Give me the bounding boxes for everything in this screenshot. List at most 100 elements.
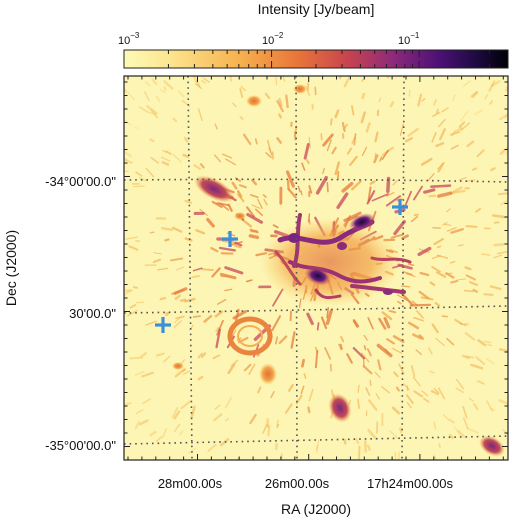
emission-streak	[361, 92, 366, 100]
emission-streak	[464, 266, 472, 271]
emission-streak	[447, 418, 455, 424]
emission-streak	[145, 320, 157, 326]
emission-streak	[347, 147, 353, 155]
emission-streak-core	[352, 347, 366, 360]
emission-streak	[127, 92, 135, 101]
emission-streak	[431, 132, 437, 143]
source-top-mid	[293, 84, 307, 94]
emission-streak	[423, 397, 430, 403]
emission-streak	[180, 400, 192, 410]
emission-streak	[173, 320, 182, 329]
emission-streak	[452, 94, 456, 101]
emission-streak	[322, 167, 325, 174]
central-complex	[260, 213, 412, 306]
emission-streak	[224, 397, 232, 409]
emission-streak-core	[303, 143, 310, 160]
emission-streak	[393, 371, 399, 378]
emission-streak	[436, 245, 442, 249]
emission-streak	[455, 387, 465, 394]
emission-streak	[420, 296, 434, 301]
emission-streak	[407, 127, 419, 137]
emission-streak	[138, 419, 149, 426]
emission-streak	[124, 158, 133, 164]
emission-streak	[407, 263, 415, 266]
emission-streak	[249, 194, 259, 199]
emission-streak	[367, 428, 378, 440]
emission-streak-core	[285, 170, 295, 188]
central-filament-4	[350, 284, 406, 294]
emission-streak	[251, 204, 261, 209]
emission-streak	[417, 93, 423, 107]
emission-streak	[164, 238, 170, 242]
emission-streak-core	[325, 309, 333, 325]
emission-streak	[351, 180, 362, 191]
emission-streak	[181, 369, 187, 372]
emission-streak	[207, 443, 217, 452]
colorbar-title: Intensity [Jy/beam]	[258, 1, 375, 17]
grid-dec-34-30	[124, 305, 508, 314]
emission-streak	[139, 177, 148, 182]
emission-streak	[145, 167, 155, 178]
emission-streak-core	[381, 149, 389, 161]
emission-streak	[413, 316, 424, 322]
emission-streak	[231, 329, 237, 338]
emission-streak	[357, 398, 360, 409]
emission-streak	[446, 337, 455, 346]
emission-streak-core	[315, 175, 328, 195]
central-filament-7	[314, 288, 342, 300]
emission-streak	[476, 149, 485, 158]
emission-streak	[125, 236, 139, 240]
emission-streak-core	[430, 184, 452, 188]
emission-streak	[141, 371, 154, 378]
emission-streak	[255, 208, 264, 217]
emission-streak	[173, 423, 181, 433]
emission-streak-core	[215, 328, 221, 349]
y-tick-label-35-00: -35°00'00.0"	[45, 438, 116, 453]
emission-streak	[438, 442, 441, 449]
emission-streak	[149, 430, 157, 437]
emission-streak	[278, 335, 288, 345]
emission-streak	[504, 112, 508, 119]
emission-streak	[146, 105, 158, 115]
emission-streak	[412, 333, 422, 340]
emission-streak	[174, 317, 181, 323]
emission-streak-core	[308, 185, 313, 194]
emission-streak	[489, 100, 493, 105]
emission-streak-core	[376, 343, 393, 358]
emission-streak	[405, 394, 414, 405]
emission-streak	[212, 354, 221, 360]
emission-streak	[144, 91, 150, 102]
source-left-mid	[234, 212, 246, 220]
emission-streak	[162, 428, 167, 438]
emission-streak	[483, 293, 494, 296]
emission-streak	[161, 149, 167, 153]
emission-streak-core	[341, 181, 354, 193]
emission-streak	[389, 430, 399, 439]
emission-streak	[368, 399, 378, 411]
emission-streak	[458, 121, 466, 128]
emission-streak	[264, 92, 271, 100]
emission-streak	[199, 163, 205, 169]
emission-streak	[263, 198, 268, 206]
emission-streak	[433, 421, 437, 430]
emission-streak	[399, 427, 403, 434]
emission-streak	[365, 122, 371, 133]
emission-streak	[449, 261, 456, 264]
emission-streak	[446, 208, 451, 213]
emission-streak	[329, 363, 332, 372]
emission-streak-core	[409, 303, 432, 307]
y-axis-label: Dec (J2000)	[3, 230, 19, 306]
emission-streak	[308, 136, 311, 149]
emission-streak	[446, 227, 457, 232]
emission-streak	[419, 271, 430, 277]
emission-streak	[128, 245, 139, 251]
emission-streak-core	[316, 322, 320, 331]
emission-streak	[465, 225, 478, 228]
emission-streak	[184, 237, 193, 242]
emission-streak	[173, 410, 181, 420]
emission-streak	[365, 387, 371, 396]
emission-streak	[402, 383, 410, 391]
emission-streak	[433, 454, 438, 460]
emission-streak-core	[385, 195, 402, 207]
